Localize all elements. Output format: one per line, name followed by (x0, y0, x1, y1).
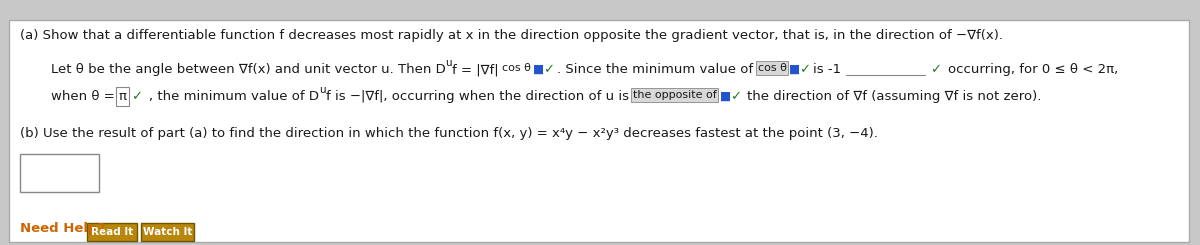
Text: (a) Show that a differentiable function f decreases most rapidly at x in the dir: (a) Show that a differentiable function … (20, 29, 1003, 42)
Bar (140, 223, 194, 241)
Text: ✓: ✓ (544, 63, 554, 76)
Text: Watch It: Watch It (143, 227, 192, 237)
Text: Need Help?: Need Help? (20, 222, 106, 235)
Text: Read It: Read It (91, 227, 133, 237)
Text: u: u (319, 85, 326, 95)
Text: u: u (445, 58, 452, 68)
Text: ✓: ✓ (730, 90, 740, 103)
Text: ✓: ✓ (930, 63, 942, 76)
Text: is -1: is -1 (814, 63, 841, 76)
Text: , the minimum value of D: , the minimum value of D (149, 90, 319, 103)
Text: (b) Use the result of part (a) to find the direction in which the function f(x, : (b) Use the result of part (a) to find t… (20, 127, 877, 140)
Text: π: π (119, 90, 126, 103)
Text: f is −|∇f|, occurring when the direction of u is: f is −|∇f|, occurring when the direction… (326, 90, 629, 103)
Text: ✓: ✓ (799, 63, 810, 76)
Text: ✓: ✓ (132, 90, 143, 103)
Text: occurring, for 0 ≤ θ < 2π,: occurring, for 0 ≤ θ < 2π, (948, 63, 1118, 76)
Bar (20, 154, 100, 192)
Bar (88, 223, 137, 241)
Text: f = |∇f|: f = |∇f| (452, 63, 498, 76)
Text: Let θ be the angle between ∇f(x) and unit vector u. Then D: Let θ be the angle between ∇f(x) and uni… (50, 63, 445, 76)
Text: cos θ: cos θ (502, 63, 530, 73)
Text: cos θ: cos θ (757, 63, 786, 73)
Text: the opposite of: the opposite of (632, 90, 716, 100)
Text: . Since the minimum value of: . Since the minimum value of (557, 63, 757, 76)
Text: ■: ■ (720, 90, 731, 103)
Text: when θ =: when θ = (50, 90, 119, 103)
Text: ■: ■ (790, 63, 800, 76)
Text: ■: ■ (533, 63, 545, 76)
Text: the direction of ∇f (assuming ∇f is not zero).: the direction of ∇f (assuming ∇f is not … (748, 90, 1042, 103)
